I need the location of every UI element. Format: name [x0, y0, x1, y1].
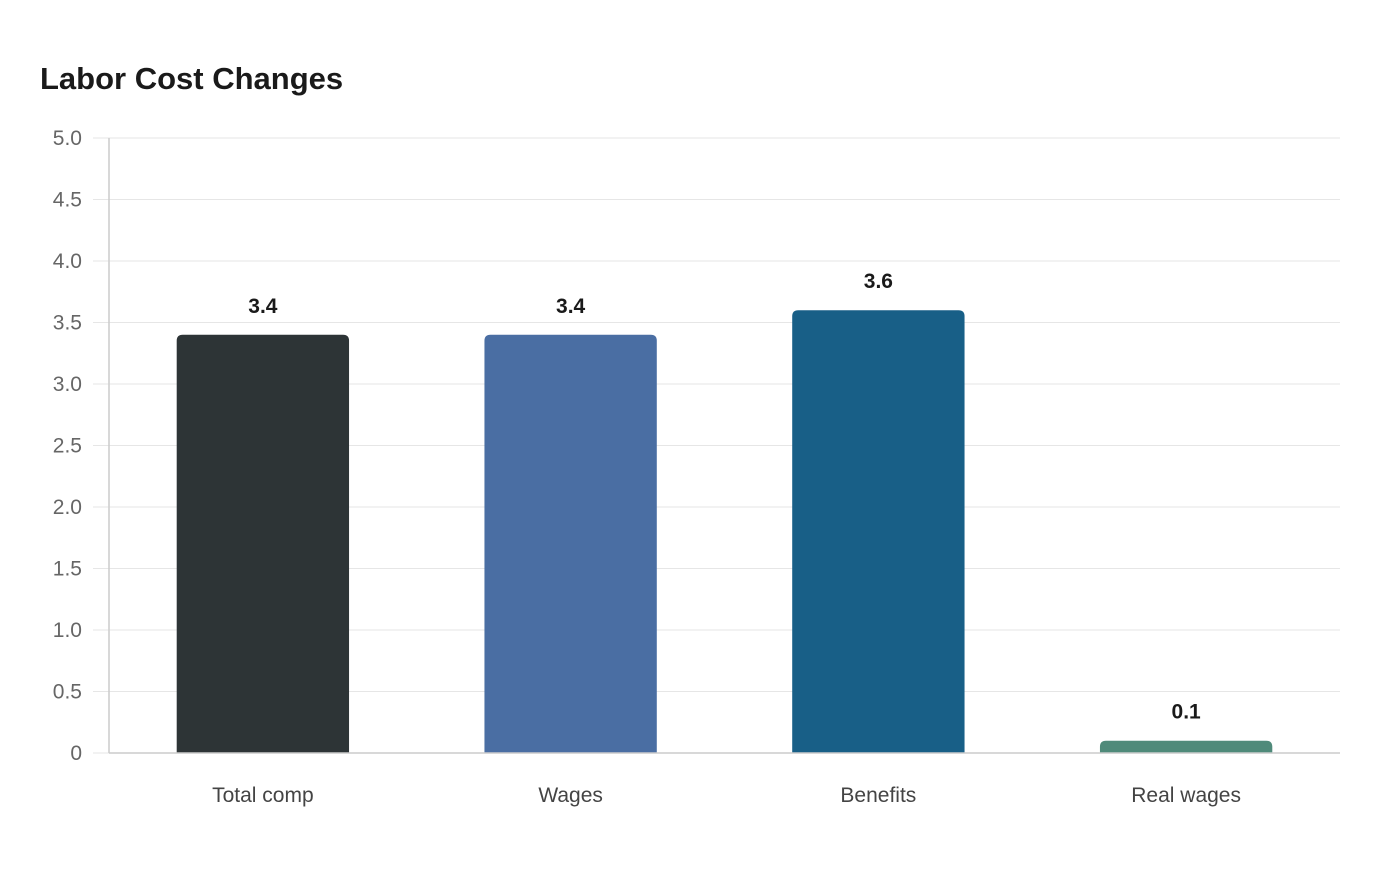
bar-total-comp	[176, 334, 350, 753]
bar-benefits	[792, 310, 965, 753]
y-tick-label: 1.0	[53, 619, 82, 642]
bar-value-label: 3.4	[248, 295, 278, 318]
y-tick-label: 0	[70, 742, 82, 765]
y-tick-label: 2.0	[53, 496, 82, 519]
value-labels: 3.4 3.4 3.6 0.1	[248, 270, 1201, 724]
x-category-label: Benefits	[840, 784, 916, 807]
x-axis-categories: Total comp Wages Benefits Real wages	[212, 784, 1241, 807]
y-tick-label: 4.5	[53, 189, 82, 212]
bar-value-label: 0.1	[1172, 701, 1202, 724]
x-category-label: Total comp	[212, 784, 314, 807]
bar-value-label: 3.4	[556, 295, 586, 318]
x-category-label: Wages	[538, 784, 603, 807]
bar-real-wages	[1099, 740, 1273, 753]
x-category-label: Real wages	[1131, 784, 1241, 807]
bars	[176, 310, 1273, 753]
y-tick-label: 0.5	[53, 681, 82, 704]
y-tick-label: 3.5	[53, 312, 82, 335]
y-tick-label: 2.5	[53, 435, 82, 458]
y-tick-label: 5.0	[53, 127, 82, 150]
y-tick-label: 1.5	[53, 558, 82, 581]
bar-wages	[484, 334, 657, 753]
y-tick-label: 3.0	[53, 373, 82, 396]
chart-title: Labor Cost Changes	[40, 61, 344, 96]
y-axis-ticks: 0 0.5 1.0 1.5 2.0 2.5 3.0 3.5 4.0 4.5 5.0	[53, 127, 82, 765]
bar-value-label: 3.6	[864, 270, 893, 293]
y-tick-label: 4.0	[53, 250, 82, 273]
